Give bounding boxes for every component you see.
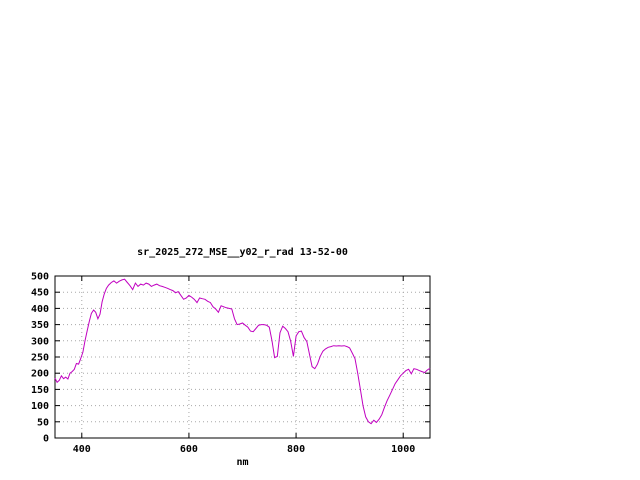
y-tick-label: 250 xyxy=(31,353,49,364)
y-tick-label: 200 xyxy=(31,369,49,380)
x-tick-label: 400 xyxy=(73,444,91,455)
y-tick-label: 300 xyxy=(31,336,49,347)
y-tick-label: 0 xyxy=(43,434,49,445)
y-tick-label: 50 xyxy=(37,417,49,428)
x-tick-label: 800 xyxy=(287,444,305,455)
y-tick-label: 350 xyxy=(31,320,49,331)
y-tick-label: 400 xyxy=(31,304,49,315)
axis-tick-marks xyxy=(55,275,430,439)
x-axis-label: nm xyxy=(236,457,249,468)
x-tick-label: 1000 xyxy=(391,444,415,455)
y-tick-label: 450 xyxy=(31,288,49,299)
y-tick-label: 500 xyxy=(31,272,49,283)
y-tick-label: 100 xyxy=(31,401,49,412)
series-line xyxy=(54,278,431,425)
chart-title: sr_2025_272_MSE__y02_r_rad 13-52-00 xyxy=(137,247,348,258)
axis-tick-labels: 400 600 800 1000 0 50 100 150 200 250 300 350 400 450… xyxy=(31,272,415,456)
grid-lines xyxy=(55,275,430,439)
x-tick-label: 600 xyxy=(180,444,198,455)
y-tick-label: 150 xyxy=(31,385,49,396)
